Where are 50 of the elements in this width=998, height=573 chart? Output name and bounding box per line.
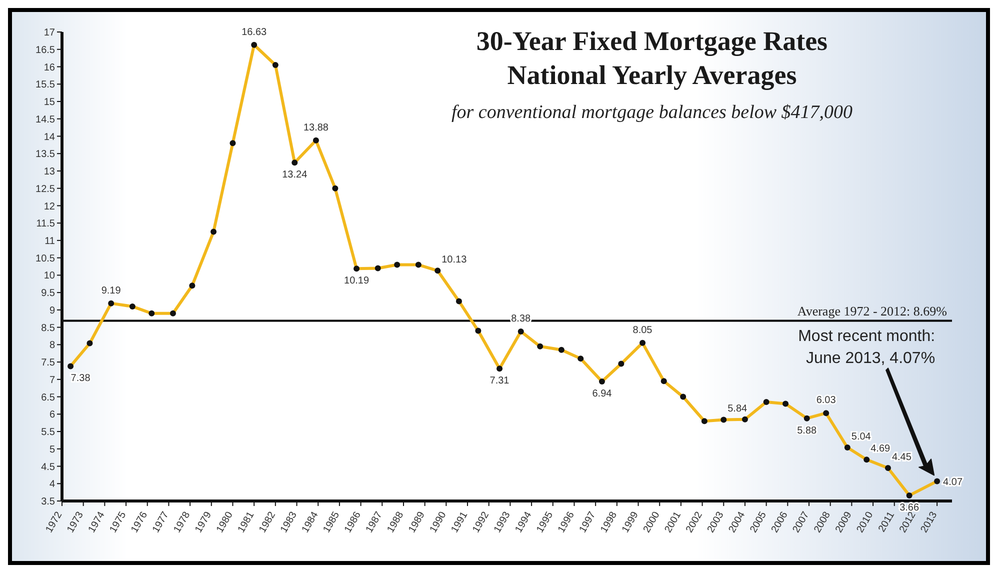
data-label: 7.31 — [490, 376, 510, 387]
y-tick-label: 4.5 — [41, 462, 56, 473]
y-tick-label: 13 — [44, 166, 56, 178]
y-tick-label: 6.5 — [41, 392, 56, 404]
y-tick-label: 6 — [49, 410, 56, 421]
annotation: Most recent month: June 2013, 4.07% — [798, 328, 936, 368]
y-tick-label: 16.5 — [36, 44, 56, 56]
y-tick-label: 11.5 — [36, 218, 56, 230]
data-label: 6.03 — [816, 395, 836, 406]
y-tick-label: 4 — [49, 479, 56, 490]
data-label: 16.63 — [242, 26, 268, 38]
y-tick-label: 9.5 — [41, 288, 56, 300]
y-tick-label: 7 — [49, 374, 56, 386]
y-tick-label: 8 — [49, 340, 56, 352]
y-tick-label: 9 — [49, 305, 56, 316]
data-label: 5.88 — [797, 425, 818, 436]
y-tick-label: 13.5 — [36, 149, 56, 160]
y-tick-label: 14 — [44, 132, 56, 143]
y-tick-label: 10 — [44, 270, 56, 282]
ref-line-label: Average 1972 - 2012: 8.69% — [797, 304, 948, 319]
y-tick-label: 5.5 — [41, 427, 56, 438]
data-label: 3.66 — [900, 502, 920, 514]
data-label: 10.19 — [344, 276, 370, 287]
y-tick-label: 15 — [44, 97, 56, 108]
y-tick-label: 16 — [44, 62, 56, 74]
data-label: 8.05 — [632, 324, 653, 336]
y-tick-label: 3.5 — [41, 496, 56, 508]
chart-title: 30-Year Fixed Mortgage Rates National Yearly Averages — [475, 25, 829, 92]
data-label: 7.38 — [70, 373, 91, 384]
data-label: 9.19 — [101, 285, 122, 296]
data-label: 4.69 — [870, 444, 891, 455]
data-label: 4.45 — [892, 452, 912, 463]
y-tick-label: 11 — [44, 236, 56, 247]
y-tick-label: 5 — [49, 444, 56, 456]
y-tick-label: 7.5 — [41, 358, 56, 369]
y-tick-label: 12.5 — [36, 184, 56, 195]
y-tick-label: 15.5 — [36, 80, 56, 91]
data-label: 5.04 — [851, 432, 872, 442]
data-label: 5.84 — [728, 404, 748, 415]
y-tick-label: 14.5 — [36, 114, 56, 126]
data-label: 6.94 — [592, 388, 612, 400]
text: for conventional mortgage balances below $417,000 — [450, 102, 854, 124]
data-label: 10.13 — [442, 254, 468, 266]
y-tick-label: 8.5 — [41, 322, 56, 334]
data-label: 4.07 — [943, 477, 963, 488]
y-tick-label: 12 — [44, 201, 56, 212]
data-label: 13.24 — [282, 170, 308, 181]
y-tick-label: 17 — [44, 28, 56, 39]
data-label: 13.88 — [303, 122, 329, 134]
y-tick-label: 10.5 — [36, 253, 56, 264]
